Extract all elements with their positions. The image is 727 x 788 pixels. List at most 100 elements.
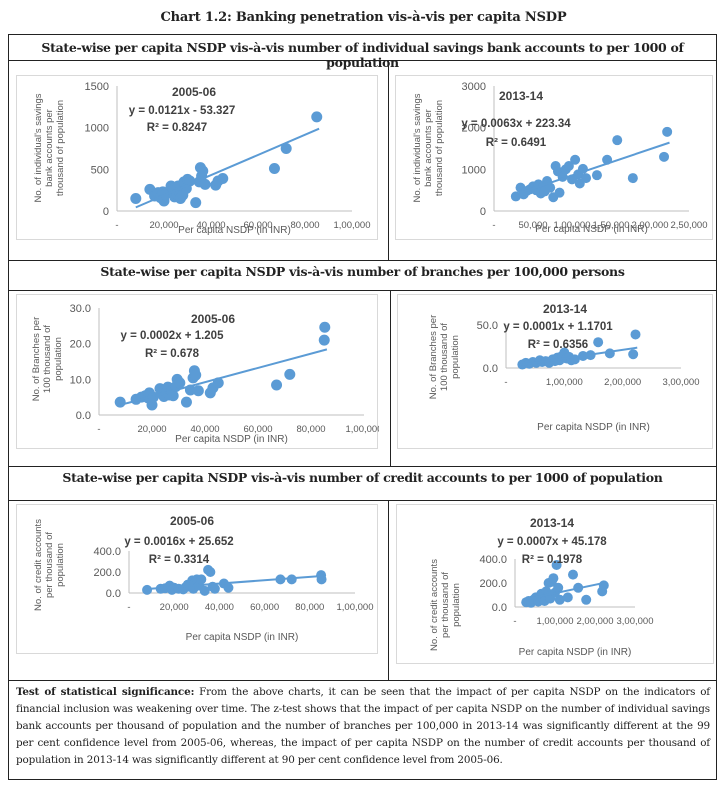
data-point bbox=[174, 377, 186, 389]
data-point bbox=[271, 379, 283, 391]
section-title-savings: State-wise per capita NSDP vis-à-vis num… bbox=[41, 40, 684, 70]
y-axis-label: No. of individual's savingsbank accounts… bbox=[33, 93, 66, 202]
scatter-plot: 0.0 10.0 20.0 30.0 - 20,000 40,000 60,000 80,000… bbox=[31, 303, 379, 445]
data-point bbox=[286, 574, 297, 585]
trendline bbox=[147, 574, 324, 590]
chart-savings-2013-14: 0 1000 2000 3000 - 50,000 1,00,000 1,50,000 2,00… bbox=[395, 75, 713, 240]
chart-title: 2005-06 bbox=[172, 85, 216, 99]
x-tick-label: 40,000 bbox=[196, 220, 225, 231]
x-axis-label: Per capita NSDP (in INR) bbox=[537, 422, 650, 433]
scatter-plot: 0 1000 2000 3000 - 50,000 1,00,000 1,50,000 2,00… bbox=[412, 81, 707, 235]
y-axis-label-line: No. of credit accounts bbox=[429, 559, 440, 651]
y-tick-label: 0 bbox=[103, 206, 109, 218]
y-tick-label: 2000 bbox=[462, 123, 486, 135]
x-tick-label: 60,000 bbox=[243, 424, 272, 435]
y-tick-label: 400.0 bbox=[479, 554, 507, 566]
divider bbox=[8, 466, 717, 467]
data-point bbox=[268, 163, 280, 174]
data-point bbox=[581, 173, 592, 184]
x-tick-label: 1,00,000 bbox=[334, 220, 371, 231]
y-axis-label-line: population bbox=[53, 337, 64, 381]
chart-credit-2013-14: 0.0 200.0 400.0 - 1,00,000 2,00,000 3,00,000 Pe… bbox=[396, 504, 714, 664]
trendline bbox=[522, 346, 638, 366]
data-point bbox=[628, 349, 639, 360]
data-point bbox=[223, 582, 234, 593]
data-point bbox=[627, 173, 638, 184]
y-tick-label: 200.0 bbox=[93, 567, 121, 579]
x-tick-label: 80,000 bbox=[295, 602, 324, 613]
data-point bbox=[311, 111, 323, 123]
data-point bbox=[612, 135, 623, 146]
x-tick-label: 2,00,000 bbox=[604, 377, 641, 388]
trendline bbox=[119, 348, 328, 406]
x-tick-label: - bbox=[513, 616, 516, 627]
x-tick-label: 1,00,000 bbox=[554, 220, 591, 231]
data-point bbox=[190, 369, 202, 381]
y-axis-label-line: No. of individual's savings bbox=[412, 93, 423, 202]
x-tick-label: 1,50,000 bbox=[593, 220, 630, 231]
page-title: Chart 1.2: Banking penetration vis-à-vis… bbox=[160, 10, 567, 25]
data-point bbox=[196, 574, 207, 585]
y-tick-label: 400.0 bbox=[93, 546, 121, 558]
scatter-plot: 0.0 200.0 400.0 - 20,000 40,000 60,000 80,000 1,… bbox=[33, 514, 374, 643]
x-tick-label: 60,000 bbox=[243, 220, 272, 231]
data-point bbox=[630, 329, 641, 340]
y-tick-label: 20.0 bbox=[70, 339, 91, 351]
x-tick-label: 3,00,000 bbox=[663, 377, 700, 388]
data-point bbox=[319, 321, 331, 333]
chart-title: 2013-14 bbox=[543, 302, 587, 316]
chart-branches-2013-14: 0.0 50.0 - 1,00,000 2,00,000 3,00,000 Per capi… bbox=[397, 294, 713, 449]
y-tick-label: 3000 bbox=[462, 81, 486, 93]
data-point bbox=[570, 154, 581, 165]
y-tick-label: 200.0 bbox=[479, 578, 507, 590]
data-point bbox=[554, 187, 565, 198]
section-title-credit: State-wise per capita NSDP vis-à-vis num… bbox=[62, 470, 663, 485]
y-axis-label-line: population bbox=[451, 583, 462, 627]
data-point bbox=[581, 594, 592, 605]
data-point bbox=[548, 573, 559, 584]
trendline bbox=[525, 581, 606, 601]
data-point bbox=[280, 143, 292, 154]
r-squared: R² = 0.8247 bbox=[147, 122, 207, 134]
data-point bbox=[167, 390, 179, 402]
data-point bbox=[553, 582, 564, 593]
data-point bbox=[199, 585, 210, 596]
x-tick-label: 1,00,000 bbox=[537, 616, 574, 627]
r-squared: R² = 0.3314 bbox=[149, 554, 210, 566]
data-point bbox=[598, 580, 609, 591]
r-squared: R² = 0.1978 bbox=[522, 554, 583, 566]
y-axis-label-line: per thousand of bbox=[44, 532, 55, 598]
data-point bbox=[318, 334, 330, 346]
x-axis-label: Per capita NSDP (in INR) bbox=[535, 224, 648, 235]
y-axis-label-line: No. of Branches per bbox=[428, 315, 439, 400]
r-squared: R² = 0.678 bbox=[145, 348, 200, 360]
y-axis-label-line: per thousand of bbox=[440, 572, 451, 638]
y-axis-label-line: No. of individual's savings bbox=[33, 93, 44, 202]
x-tick-label: - bbox=[97, 424, 100, 435]
divider bbox=[8, 260, 717, 261]
x-tick-label: 40,000 bbox=[190, 424, 219, 435]
data-point bbox=[114, 396, 126, 408]
data-point bbox=[554, 594, 565, 605]
divider bbox=[8, 60, 717, 61]
data-point bbox=[284, 368, 296, 380]
divider bbox=[8, 290, 717, 291]
x-tick-label: 50,000 bbox=[518, 220, 547, 231]
x-tick-label: - bbox=[504, 377, 507, 388]
y-tick-label: 10.0 bbox=[70, 374, 91, 386]
y-axis-label: No. of individual's savingsbank accounts… bbox=[412, 93, 445, 202]
y-axis-label: No. of credit accountsper thousand ofpop… bbox=[33, 519, 66, 611]
chart-title: 2013-14 bbox=[530, 516, 574, 530]
data-point bbox=[568, 569, 578, 580]
data-point bbox=[545, 182, 556, 193]
y-axis-label-line: population bbox=[450, 335, 461, 379]
chart-frame bbox=[8, 34, 717, 780]
chart-title: 2013-14 bbox=[499, 89, 543, 103]
x-tick-label: 1,00,000 bbox=[337, 602, 374, 613]
x-tick-label: 2,00,000 bbox=[632, 220, 669, 231]
y-axis-label-line: thousand of population bbox=[55, 100, 66, 196]
data-point bbox=[591, 170, 602, 181]
x-axis-label: Per capita NSDP (in INR) bbox=[186, 632, 299, 643]
x-tick-label: - bbox=[492, 220, 495, 231]
x-tick-label: 1,00,000 bbox=[346, 424, 379, 435]
